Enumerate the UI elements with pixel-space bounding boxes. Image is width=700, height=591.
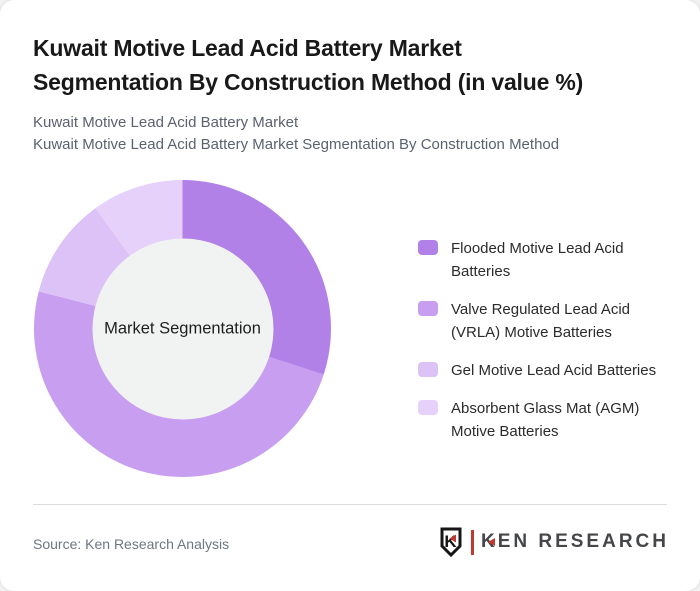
page-title: Kuwait Motive Lead Acid Battery Market Se… — [33, 31, 678, 99]
title-line-1: Kuwait Motive Lead Acid Battery Market — [33, 35, 462, 61]
legend-item-3[interactable]: Absorbent Glass Mat (AGM) Motive Batteri… — [418, 397, 683, 443]
title-line-2: Segmentation By Construction Method (in … — [33, 69, 584, 95]
legend-swatch-icon — [418, 301, 438, 316]
subtitle-block: Kuwait Motive Lead Acid Battery Market K… — [33, 112, 673, 156]
legend: Flooded Motive Lead Acid Batteries Valve … — [418, 237, 683, 443]
legend-swatch-icon — [418, 400, 438, 415]
legend-label: Valve Regulated Lead Acid (VRLA) Motive … — [451, 301, 631, 341]
source-note: Source: Ken Research Analysis — [33, 536, 230, 552]
logo-wordmark-label: KEN RESEARCH — [480, 531, 669, 552]
logo-divider-bar — [470, 529, 474, 555]
donut-center: Market Segmentation — [92, 238, 273, 419]
logo-k-triangle-icon — [487, 538, 495, 546]
logo-badge-triangle-icon — [449, 534, 456, 543]
legend-item-0[interactable]: Flooded Motive Lead Acid Batteries — [418, 237, 683, 283]
shield-k-icon: K — [440, 527, 462, 557]
legend-swatch-icon — [418, 362, 438, 377]
ken-research-logo: K KEN RESEARCH — [439, 527, 669, 557]
subtitle-line-2: Kuwait Motive Lead Acid Battery Market S… — [33, 136, 560, 153]
legend-swatch-icon — [418, 240, 438, 255]
donut-chart[interactable]: Market Segmentation — [34, 180, 331, 477]
logo-wordmark: KEN RESEARCH — [481, 531, 669, 553]
footer-divider — [33, 504, 667, 505]
legend-item-2[interactable]: Gel Motive Lead Acid Batteries — [418, 359, 683, 382]
donut-center-label: Market Segmentation — [104, 319, 261, 337]
legend-label: Absorbent Glass Mat (AGM) Motive Batteri… — [451, 400, 640, 440]
subtitle-line-1: Kuwait Motive Lead Acid Battery Market — [33, 114, 299, 131]
legend-label: Gel Motive Lead Acid Batteries — [451, 362, 657, 379]
legend-item-1[interactable]: Valve Regulated Lead Acid (VRLA) Motive … — [418, 298, 683, 344]
legend-label: Flooded Motive Lead Acid Batteries — [451, 240, 624, 280]
